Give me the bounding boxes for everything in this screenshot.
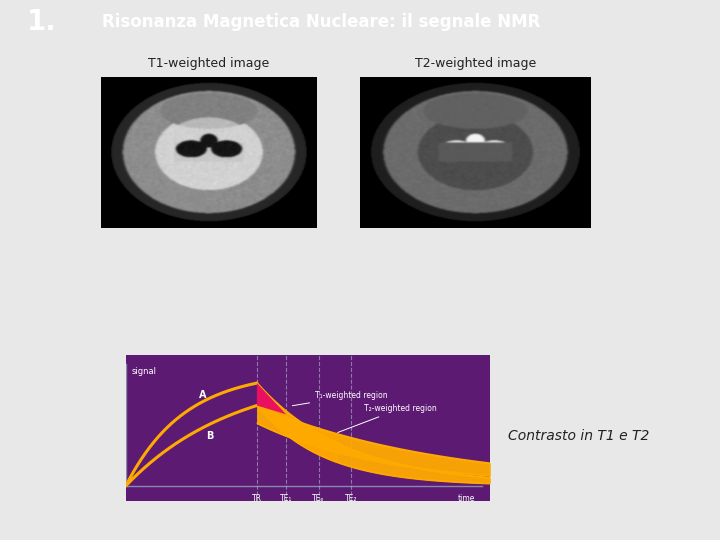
Text: T2-weighted image: T2-weighted image bbox=[415, 57, 536, 70]
Text: Contrasto in T1 e T2: Contrasto in T1 e T2 bbox=[508, 429, 649, 443]
Text: signal: signal bbox=[132, 367, 156, 376]
Text: B: B bbox=[206, 430, 213, 441]
Text: T₁-weighted region: T₁-weighted region bbox=[292, 392, 387, 406]
Text: TE₂: TE₂ bbox=[345, 494, 358, 503]
Text: 1.: 1. bbox=[27, 9, 56, 36]
Text: TE₁: TE₁ bbox=[280, 494, 292, 503]
Text: T₂-weighted region: T₂-weighted region bbox=[338, 404, 437, 433]
Text: time: time bbox=[458, 494, 475, 503]
Text: TEₑ: TEₑ bbox=[312, 494, 325, 503]
Text: A: A bbox=[199, 389, 206, 400]
Text: TR: TR bbox=[252, 494, 262, 503]
Text: Risonanza Magnetica Nucleare: il segnale NMR: Risonanza Magnetica Nucleare: il segnale… bbox=[102, 14, 540, 31]
Polygon shape bbox=[257, 383, 286, 414]
Text: T1-weighted image: T1-weighted image bbox=[148, 57, 269, 70]
